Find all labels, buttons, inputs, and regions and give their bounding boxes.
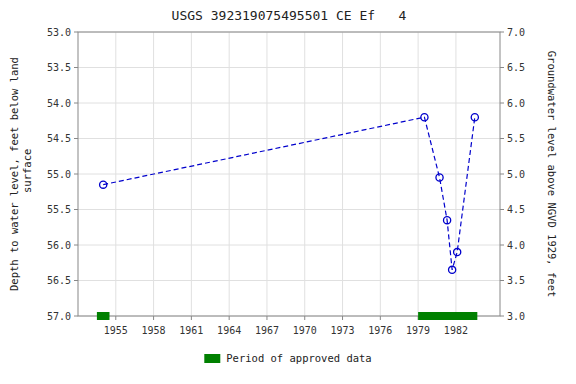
y2-tick (500, 174, 504, 175)
depth-point (454, 249, 461, 256)
y2-tick-label: 6.0 (507, 98, 525, 109)
x-tick-label: 1982 (444, 325, 468, 336)
legend: Period of approved data (204, 352, 371, 364)
y-tick (74, 245, 78, 246)
x-tick (191, 316, 192, 320)
y-grid-line (78, 174, 500, 175)
y-grid-line (78, 67, 500, 68)
y-tick-label: 57.0 (47, 311, 71, 322)
y-tick-label: 54.0 (47, 98, 71, 109)
x-tick-label: 1964 (217, 325, 241, 336)
x-tick (229, 316, 230, 320)
x-tick-label: 1967 (255, 325, 279, 336)
y-axis-label: Depth to water level, feet below land su… (8, 57, 33, 291)
depth-point (100, 181, 107, 188)
y-tick (74, 316, 78, 317)
depth-point (449, 266, 456, 273)
y-grid-line (78, 280, 500, 281)
x-tick (380, 316, 381, 320)
y-tick (74, 280, 78, 281)
y-tick-label: 53.5 (47, 62, 71, 73)
y2-tick (500, 245, 504, 246)
y2-tick (500, 280, 504, 281)
x-tick (304, 316, 305, 320)
data-group (100, 114, 479, 274)
y2-tick-label: 6.5 (507, 62, 525, 73)
y-tick-label: 55.0 (47, 169, 71, 180)
plot-frame (78, 32, 500, 316)
y-tick (74, 174, 78, 175)
y2-tick-label: 5.0 (507, 169, 525, 180)
y2-tick-label: 4.5 (507, 204, 525, 215)
x-tick (115, 316, 116, 320)
y2-tick (500, 32, 504, 33)
y-tick (74, 32, 78, 33)
y2-tick (500, 67, 504, 68)
y2-tick (500, 316, 504, 317)
y2-axis-label: Groundwater level above NGVD 1929, feet (546, 51, 558, 298)
grid (78, 32, 500, 316)
y-tick (74, 103, 78, 104)
x-tick (342, 316, 343, 320)
y-tick-label: 55.5 (47, 204, 71, 215)
depth-point (443, 217, 450, 224)
x-tick-label: 1976 (368, 325, 392, 336)
x-tick (153, 316, 154, 320)
y-grid-line (78, 103, 500, 104)
x-tick-label: 1955 (104, 325, 128, 336)
depth-point (436, 174, 443, 181)
x-tick-label: 1973 (330, 325, 354, 336)
y-tick (74, 67, 78, 68)
chart: USGS 392319075495501 CE Ef 4 1955 1958 1961… (0, 0, 576, 384)
y2-tick (500, 103, 504, 104)
approved-period (97, 312, 110, 320)
y-tick-label: 56.0 (47, 240, 71, 251)
x-tick (266, 316, 267, 320)
y2-tick-label: 3.5 (507, 275, 525, 286)
x-tick-label: 1958 (142, 325, 166, 336)
y2-tick-label: 4.0 (507, 240, 525, 251)
y-tick-label: 56.5 (47, 275, 71, 286)
y2-tick (500, 138, 504, 139)
y2-tick-label: 5.5 (507, 133, 525, 144)
depth-point (471, 114, 478, 121)
y-tick-label: 54.5 (47, 133, 71, 144)
title: USGS 392319075495501 CE Ef 4 (172, 8, 407, 23)
y2-tick (500, 209, 504, 210)
depth-line (103, 117, 475, 270)
approved-period (418, 312, 477, 320)
depth-point (421, 114, 428, 121)
y-grid-line (78, 209, 500, 210)
x-tick-label: 1970 (293, 325, 317, 336)
y-grid-line (78, 138, 500, 139)
legend-label: Period of approved data (226, 352, 371, 364)
legend-swatch (204, 354, 220, 363)
x-tick-label: 1961 (179, 325, 203, 336)
y2-tick-label: 3.0 (507, 311, 525, 322)
y-tick (74, 138, 78, 139)
y-grid-line (78, 245, 500, 246)
y-tick (74, 209, 78, 210)
x-tick-label: 1979 (406, 325, 430, 336)
y2-tick-label: 7.0 (507, 27, 525, 38)
y-tick-label: 53.0 (47, 27, 71, 38)
